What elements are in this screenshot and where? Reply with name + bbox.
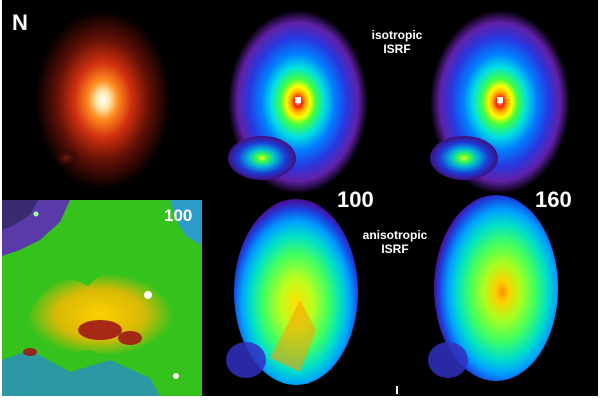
isotropic-label-line2: ISRF — [383, 42, 411, 56]
anisotropic-main-ellipse-right — [434, 195, 558, 381]
map-red-clump-2 — [118, 331, 142, 345]
bottom-margin — [0, 396, 600, 400]
anisotropic-secondary-blob — [226, 342, 266, 378]
right-margin — [598, 0, 600, 400]
panel-isotropic-160 — [430, 10, 570, 194]
map-wavelength-label: 100 — [164, 206, 193, 225]
anisotropic-label: anisotropic ISRF — [355, 228, 435, 256]
anisotropic-main-ellipse — [234, 199, 358, 385]
bottom-tick — [396, 386, 398, 394]
map-blue-region-bottom — [2, 350, 160, 396]
anisotropic-secondary-blob-right — [428, 342, 468, 378]
isotropic-peak — [295, 97, 301, 103]
map-point-source-1 — [144, 291, 152, 299]
red-secondary-glow — [52, 148, 80, 168]
isotropic-secondary-blob-right — [430, 136, 498, 180]
anisotropic-label-line2: ISRF — [381, 242, 409, 256]
isotropic-label-line1: isotropic — [371, 28, 423, 42]
left-margin — [0, 0, 2, 400]
panel-isotropic-100 — [228, 10, 368, 194]
panel-observed-emission — [35, 10, 171, 190]
isotropic-secondary-blob — [228, 136, 296, 180]
isotropic-label: isotropic ISRF — [362, 28, 432, 56]
middle-wavelength-label: 100 — [337, 187, 374, 212]
map-red-clump-1 — [78, 320, 122, 340]
map-red-clump-3 — [23, 348, 37, 356]
map-blue-region-right — [170, 200, 202, 246]
map-dark-region — [2, 200, 38, 230]
isotropic-peak-right — [497, 97, 503, 103]
map-point-source-2 — [33, 211, 39, 217]
map-point-source-3 — [173, 373, 179, 379]
anisotropic-label-line1: anisotropic — [362, 228, 428, 242]
panel-letter: N — [12, 10, 28, 35]
panel-anisotropic-100 — [226, 199, 358, 385]
red-core-glow — [35, 10, 171, 190]
panel-anisotropic-160 — [428, 195, 558, 381]
right-wavelength-label: 160 — [535, 187, 572, 212]
panel-observed-map — [2, 200, 202, 396]
anisotropic-warm-streak — [270, 300, 316, 372]
